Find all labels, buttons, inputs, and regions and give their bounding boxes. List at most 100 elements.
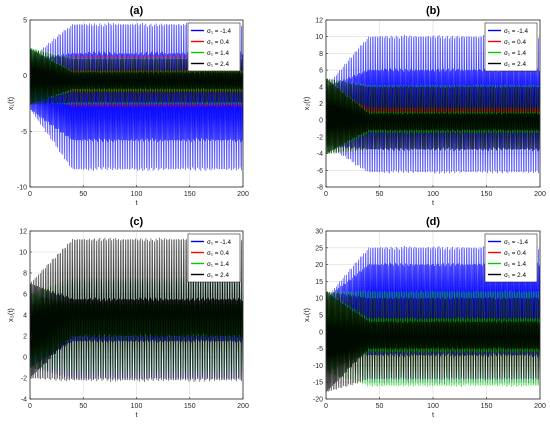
- panel-b-title: (b): [426, 5, 440, 17]
- panel-c-title: (c): [130, 216, 144, 228]
- panel-b-x-tick-label: 200: [534, 191, 546, 198]
- panel-b-y-tick-label: 2: [319, 101, 323, 108]
- panel-b-legend: σ₁ = -1.4 σ₁ = 0.4 σ₁ = 1.4 σ₁ = 2.4: [484, 22, 538, 72]
- panel-d-y-tick-label: -15: [313, 380, 323, 387]
- panel-a-title: (a): [130, 5, 144, 17]
- panel-d-y-tick-label: 30: [315, 229, 323, 236]
- panel-c-x-tick-label: 200: [237, 403, 249, 410]
- panel-a-legend-label-1: σ₁ = 0.4: [207, 39, 229, 46]
- panel-b-y-tick-label: 0: [319, 118, 323, 125]
- panel-b-legend-label-0: σ₁ = -1.4: [504, 28, 529, 35]
- panel-b-legend-label-3: σ₁ = 2.4: [504, 61, 526, 68]
- panel-d-y-axis-label: x₄(t): [302, 308, 311, 322]
- panel-a-y-tick-label: -5: [21, 129, 27, 136]
- panel-d-x-tick-label: 50: [376, 403, 384, 410]
- panel-c-y-tick-label: 12: [19, 229, 27, 236]
- panel-d-legend: σ₁ = -1.4 σ₁ = 0.4 σ₁ = 1.4 σ₁ = 2.4: [484, 233, 538, 283]
- panel-d-legend-label-2: σ₁ = 1.4: [504, 261, 526, 268]
- panel-a-series-line-0: [30, 22, 243, 171]
- panel-b-y-tick-label: 10: [315, 34, 323, 41]
- panel-a-x-tick-label: 100: [131, 191, 143, 198]
- panel-b-x-tick-label: 50: [376, 191, 384, 198]
- panel-c-y-tick-label: 6: [23, 292, 27, 299]
- panel-b-legend-label-1: σ₁ = 0.4: [504, 39, 526, 46]
- panel-a-series-group: [30, 22, 243, 171]
- panel-d-x-tick-label: 0: [324, 403, 328, 410]
- panel-b-series-group: [326, 34, 540, 174]
- panel-d-y-tick-label: 0: [319, 329, 323, 336]
- panel-c-y-tick-label: 2: [23, 334, 27, 341]
- panel-d-y-tick-label: 20: [315, 262, 323, 269]
- panel-c-y-axis-label: x₃(t): [6, 308, 15, 322]
- panel-c-y-tick-label: -4: [21, 397, 27, 404]
- panel-a-y-tick-label: 5: [23, 18, 27, 25]
- panel-c-x-tick-label: 50: [79, 403, 87, 410]
- panel-a-legend: σ₁ = -1.4 σ₁ = 0.4 σ₁ = 1.4 σ₁ = 2.4: [187, 22, 241, 72]
- panel-d-y-tick-label: 5: [319, 313, 323, 320]
- panel-c-legend: σ₁ = -1.4 σ₁ = 0.4 σ₁ = 1.4 σ₁ = 2.4: [187, 233, 241, 283]
- panel-b-y-tick-label: -2: [317, 134, 323, 141]
- panel-d-y-tick-label: -10: [313, 363, 323, 370]
- panel-d-y-tick-label: -5: [317, 346, 323, 353]
- panel-a-x-tick-label: 150: [184, 191, 196, 198]
- panel-d-legend-label-3: σ₁ = 2.4: [504, 272, 526, 279]
- panel-c-y-tick-label: 10: [19, 250, 27, 257]
- panel-a-x-tick-label: 0: [28, 191, 32, 198]
- panel-a-legend-label-3: σ₁ = 2.4: [207, 61, 229, 68]
- panel-d-series-line-3: [326, 291, 540, 393]
- panel-d-y-tick-label: 10: [315, 296, 323, 303]
- panel-c-series-group: [30, 237, 243, 382]
- panel-c-y-tick-label: -2: [21, 376, 27, 383]
- panel-b-y-tick-label: 4: [319, 84, 323, 91]
- panel-b-y-tick-label: 6: [319, 68, 323, 75]
- panel-c-legend-label-0: σ₁ = -1.4: [207, 239, 232, 246]
- panel-d-y-tick-label: 15: [315, 279, 323, 286]
- panel-c-legend-label-1: σ₁ = 0.4: [207, 250, 229, 257]
- panel-c-series-line-3: [30, 237, 243, 382]
- panel-d-x-tick-label: 150: [481, 403, 493, 410]
- panel-d-x-axis-label: t: [432, 410, 435, 419]
- panel-c-legend-label-3: σ₁ = 2.4: [207, 272, 229, 279]
- panel-b-series-line-3: [326, 78, 540, 154]
- panel-a-legend-label-2: σ₁ = 1.4: [207, 50, 229, 57]
- panel-b-y-tick-label: -8: [317, 185, 323, 192]
- panel-d-legend-label-1: σ₁ = 0.4: [504, 250, 526, 257]
- panel-c-x-axis-label: t: [135, 410, 138, 419]
- panel-c-x-tick-label: 0: [28, 403, 32, 410]
- panel-b-y-tick-label: 12: [315, 18, 323, 25]
- panel-d-x-tick-label: 200: [534, 403, 546, 410]
- panel-a-y-axis-label: x₁(t): [6, 96, 15, 110]
- panel-b-x-tick-label: 150: [481, 191, 493, 198]
- panel-c-y-tick-label: 0: [23, 355, 27, 362]
- panel-d-title: (d): [426, 216, 440, 228]
- panel-c: 0 50 100 150 200 -4 -2 0 2 4 6 8 10 12 t x₃(t) (c) σ₁ = -…: [6, 216, 249, 419]
- panel-b-legend-label-2: σ₁ = 1.4: [504, 50, 526, 57]
- panel-b-x-tick-label: 0: [324, 191, 328, 198]
- panel-c-x-tick-label: 100: [131, 403, 143, 410]
- panel-b-x-tick-label: 100: [427, 191, 439, 198]
- panel-a-y-tick-label: 0: [23, 73, 27, 80]
- panel-c-y-tick-label: 4: [23, 313, 27, 320]
- panel-a-x-axis-label: t: [135, 198, 138, 207]
- panel-c-x-tick-label: 150: [184, 403, 196, 410]
- panel-d: 0 50 100 150 200 -20 -15 -10 -5 0 5 10 15 20 25 30 t x₄(t…: [302, 216, 546, 419]
- panel-b-y-tick-label: -4: [317, 151, 323, 158]
- panel-a-series-line-3: [30, 48, 243, 105]
- panel-d-y-tick-label: 25: [315, 245, 323, 252]
- panel-b-y-tick-label: -6: [317, 168, 323, 175]
- panel-a-legend-label-0: σ₁ = -1.4: [207, 28, 232, 35]
- panel-b: 0 50 100 150 200 -8 -6 -4 -2 0 2 4 6 8 10 12 t x₂(t) (b) σ₁…: [302, 5, 546, 207]
- panel-d-x-tick-label: 100: [427, 403, 439, 410]
- panel-d-legend-label-0: σ₁ = -1.4: [504, 239, 529, 246]
- panel-a-x-tick-label: 50: [79, 191, 87, 198]
- panel-a-y-tick-label: -10: [17, 185, 27, 192]
- panel-c-y-tick-label: 8: [23, 271, 27, 278]
- panel-b-y-axis-label: x₂(t): [302, 96, 311, 110]
- panel-d-series-group: [326, 245, 540, 393]
- panel-d-y-tick-label: -20: [313, 397, 323, 404]
- panel-b-y-tick-label: 8: [319, 51, 323, 58]
- panel-a-x-tick-label: 200: [237, 191, 249, 198]
